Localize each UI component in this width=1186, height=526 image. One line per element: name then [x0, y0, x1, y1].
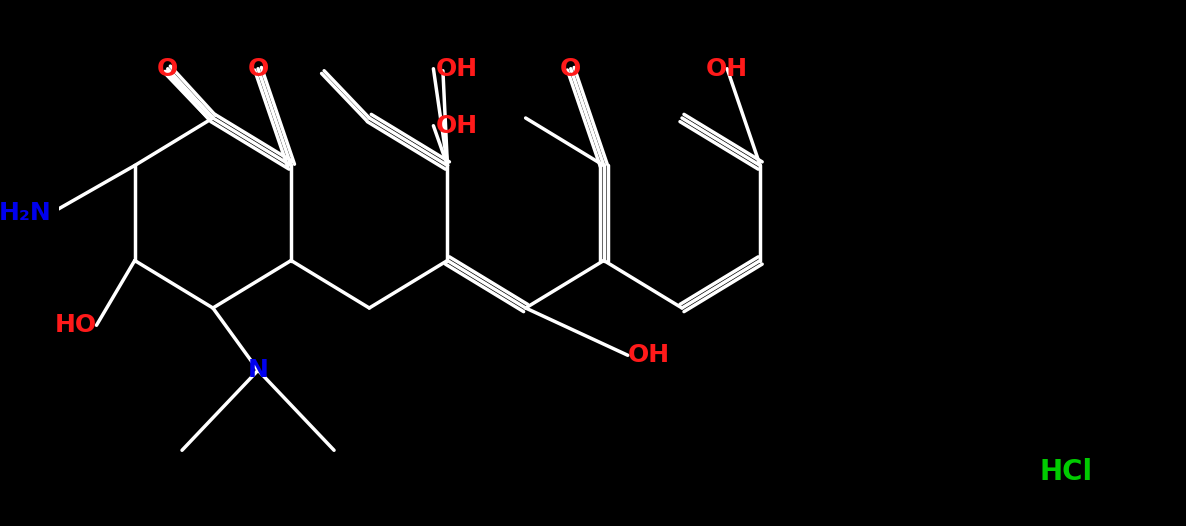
Text: HO: HO: [55, 313, 96, 337]
Text: OH: OH: [435, 57, 478, 80]
Text: OH: OH: [627, 343, 670, 367]
Text: O: O: [157, 57, 178, 80]
Text: N: N: [248, 358, 268, 382]
Text: OH: OH: [706, 57, 748, 80]
Text: HCl: HCl: [1040, 458, 1092, 486]
Text: O: O: [248, 57, 269, 80]
Text: O: O: [560, 57, 581, 80]
Text: H₂N: H₂N: [0, 201, 51, 225]
Text: OH: OH: [435, 114, 478, 138]
